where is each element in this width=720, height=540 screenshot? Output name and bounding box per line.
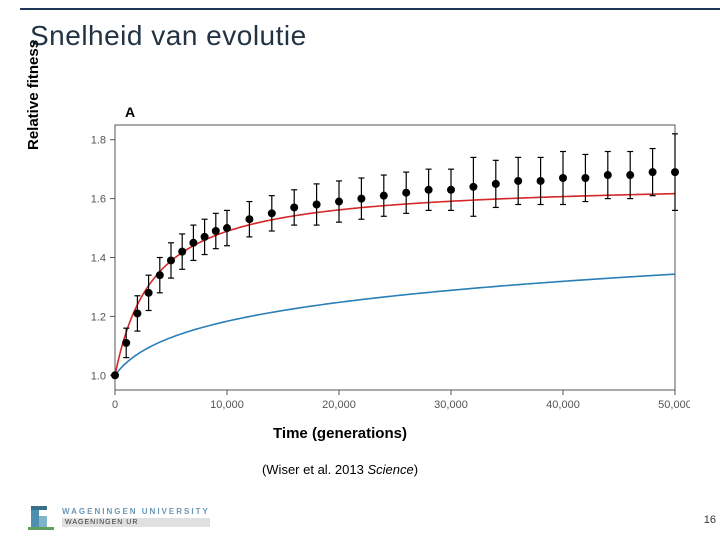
y-axis-label: Relative fitness xyxy=(25,40,42,150)
footer-logo: WAGENINGEN UNIVERSITY WAGENINGEN UR xyxy=(28,504,210,530)
svg-text:10,000: 10,000 xyxy=(210,399,244,411)
slide-title: Snelheid van evolutie xyxy=(30,20,307,52)
svg-text:1.0: 1.0 xyxy=(91,370,106,382)
fitness-chart: A 1.0 1.2 1.4 1.6 1.8 0 10,000 20,000 30,000 40,00… xyxy=(60,95,690,435)
citation-prefix: (Wiser et al. 2013 xyxy=(262,462,368,477)
citation: (Wiser et al. 2013 Science) xyxy=(0,462,680,477)
slide: Snelheid van evolutie Relative fitness A… xyxy=(0,0,720,540)
svg-text:30,000: 30,000 xyxy=(434,399,468,411)
title-rule xyxy=(20,8,720,10)
logo-line-2: WAGENINGEN UR xyxy=(62,518,210,527)
svg-text:1.4: 1.4 xyxy=(91,253,106,265)
svg-text:A: A xyxy=(125,104,135,120)
page-number: 16 xyxy=(704,514,716,526)
citation-suffix: ) xyxy=(414,462,418,477)
logo-icon xyxy=(28,504,54,530)
svg-text:1.6: 1.6 xyxy=(91,194,106,206)
x-axis-label: Time (generations) xyxy=(0,425,680,442)
svg-text:1.8: 1.8 xyxy=(91,135,106,147)
chart-svg: A 1.0 1.2 1.4 1.6 1.8 0 10,000 20,000 30,000 40,00… xyxy=(60,95,690,435)
svg-text:0: 0 xyxy=(112,399,118,411)
svg-text:20,000: 20,000 xyxy=(322,399,356,411)
citation-journal: Science xyxy=(367,462,413,477)
svg-text:1.2: 1.2 xyxy=(91,311,106,323)
svg-text:50,000: 50,000 xyxy=(658,399,690,411)
logo-text: WAGENINGEN UNIVERSITY WAGENINGEN UR xyxy=(62,508,210,527)
svg-text:40,000: 40,000 xyxy=(546,399,580,411)
logo-line-1: WAGENINGEN UNIVERSITY xyxy=(62,508,210,516)
